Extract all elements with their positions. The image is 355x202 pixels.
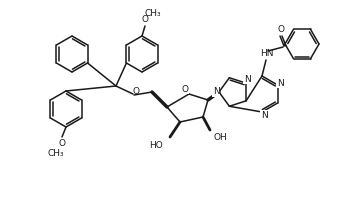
Text: O: O: [278, 25, 284, 35]
Text: N: N: [244, 75, 251, 84]
Text: N: N: [277, 79, 284, 87]
Text: N: N: [213, 87, 219, 97]
Text: O: O: [181, 84, 189, 94]
Text: HO: HO: [149, 141, 163, 149]
Text: N: N: [261, 110, 267, 120]
Text: O: O: [132, 86, 140, 96]
Text: CH₃: CH₃: [48, 148, 64, 158]
Text: HN: HN: [260, 48, 274, 58]
Text: O: O: [59, 140, 66, 148]
Text: O: O: [142, 16, 148, 24]
Text: OH: OH: [214, 134, 228, 142]
Text: CH₃: CH₃: [145, 9, 161, 19]
